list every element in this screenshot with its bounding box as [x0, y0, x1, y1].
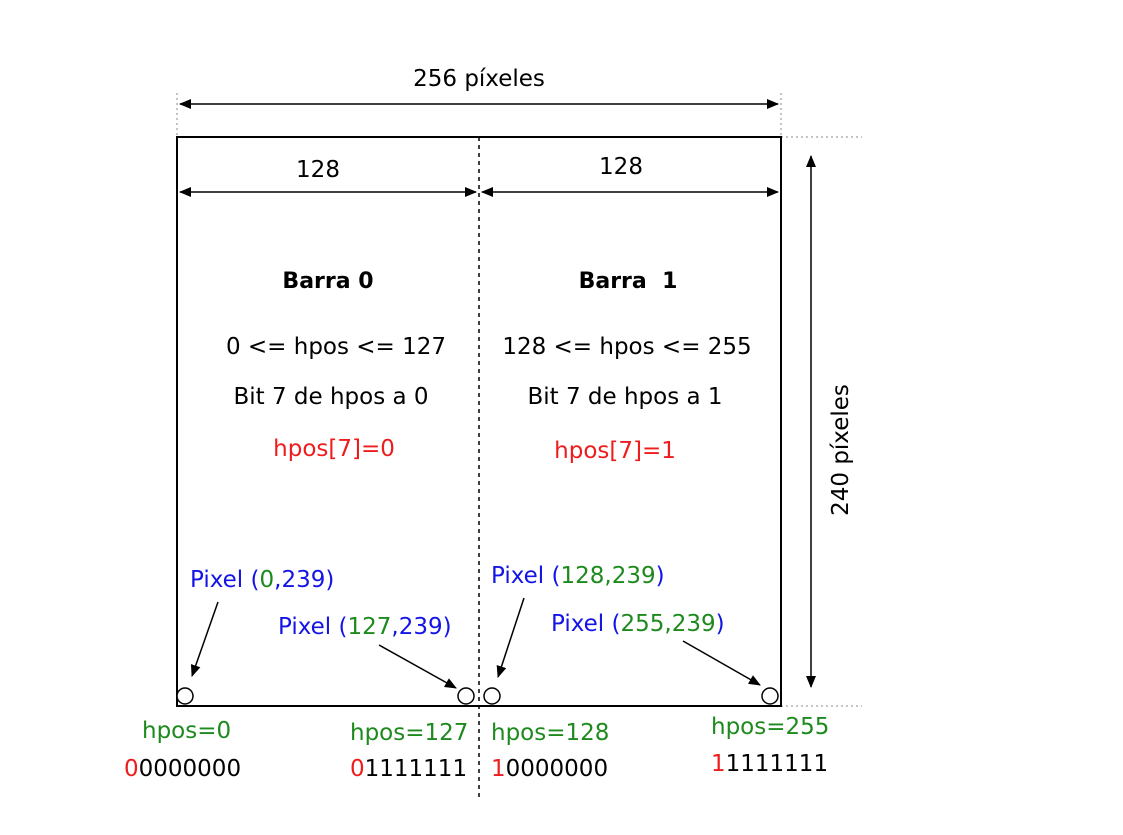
pixel-marker-0	[176, 687, 194, 705]
bar0-bit-text: Bit 7 de hpos a 0	[233, 384, 428, 410]
bar1-range: 128 <= hpos <= 255	[502, 334, 751, 360]
binary-rest: 1111111	[726, 751, 828, 777]
pixel-label-prefix: Pixel (	[278, 614, 347, 640]
total-height-label: 240 píxeles	[828, 384, 854, 516]
pixel-y-value: 239	[281, 567, 325, 593]
binary-msb: 0	[124, 756, 139, 782]
bar1-title: Barra 1	[579, 269, 678, 294]
pixel-label-sep: ,	[274, 567, 281, 593]
pixel-label-prefix: Pixel (	[491, 563, 560, 589]
hpos-label-0: hpos=0	[142, 718, 231, 744]
pixel-label-prefix: Pixel (	[551, 611, 620, 637]
pixel-label-suffix: )	[716, 611, 725, 637]
pixel-y-value: 239	[672, 611, 716, 637]
left-half-width-label: 128	[296, 157, 340, 183]
pixel-label-127: Pixel (127,239)	[278, 614, 452, 640]
pixel-label-sep: ,	[664, 611, 671, 637]
binary-rest: 0000000	[506, 756, 608, 782]
pixel-x-value: 128	[560, 563, 604, 589]
pointer-arrow-pixel-255	[682, 640, 761, 686]
binary-rest: 0000000	[139, 756, 241, 782]
pixel-label-0: Pixel (0,239)	[190, 567, 334, 593]
pixel-x-value: 0	[259, 567, 274, 593]
hpos-label-128: hpos=128	[491, 720, 609, 746]
pixel-marker-255	[761, 687, 779, 705]
hpos-label-127: hpos=127	[350, 720, 468, 746]
binary-value-0: 00000000	[124, 756, 241, 782]
pixel-label-128: Pixel (128,239)	[491, 563, 665, 589]
bar1-bit-text: Bit 7 de hpos a 1	[527, 384, 722, 410]
bar0-hpos-bit: hpos[7]=0	[273, 436, 395, 462]
pixel-label-prefix: Pixel (	[190, 567, 259, 593]
extension-lines	[176, 93, 862, 707]
bar0-title: Barra 0	[282, 269, 373, 294]
pixel-label-suffix: )	[443, 614, 452, 640]
pixel-label-suffix: )	[325, 567, 334, 593]
pixel-y-value: 239	[399, 614, 443, 640]
pixel-label-sep: ,	[604, 563, 611, 589]
binary-msb: 1	[491, 756, 506, 782]
pointer-arrow-pixel-128	[496, 597, 525, 678]
binary-value-128: 10000000	[491, 756, 608, 782]
pixel-label-255: Pixel (255,239)	[551, 611, 725, 637]
pixel-marker-128	[483, 687, 501, 705]
pixel-x-value: 127	[347, 614, 391, 640]
binary-rest: 1111111	[365, 756, 467, 782]
pixel-y-value: 239	[612, 563, 656, 589]
right-half-width-label: 128	[599, 154, 643, 180]
pixel-label-suffix: )	[656, 563, 665, 589]
bar0-range: 0 <= hpos <= 127	[226, 334, 446, 360]
pointer-arrow-pixel-0	[190, 601, 219, 677]
hpos-label-255: hpos=255	[711, 714, 829, 740]
bar1-hpos-bit: hpos[7]=1	[554, 438, 676, 464]
binary-msb: 1	[711, 751, 726, 777]
pixel-x-value: 255	[620, 611, 664, 637]
binary-value-127: 01111111	[350, 756, 467, 782]
total-width-label: 256 píxeles	[413, 66, 545, 92]
pixel-label-sep: ,	[391, 614, 398, 640]
binary-value-255: 11111111	[711, 751, 828, 777]
pointer-arrow-pixel-127	[378, 644, 457, 689]
binary-msb: 0	[350, 756, 365, 782]
pixel-marker-127	[457, 687, 475, 705]
